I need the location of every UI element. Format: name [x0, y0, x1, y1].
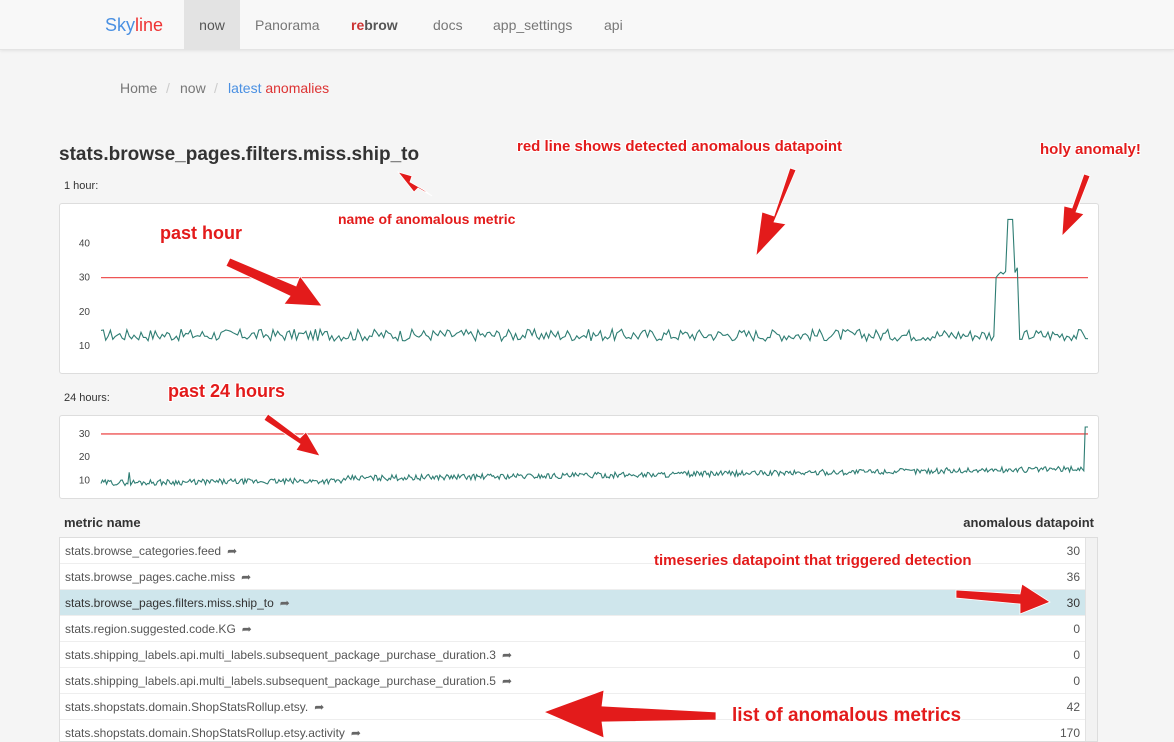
metric-name-cell[interactable]: stats.shipping_labels.api.multi_labels.s… — [65, 648, 513, 662]
share-arrow-icon[interactable]: ➦ — [501, 674, 513, 688]
metric-name-cell[interactable]: stats.browse_pages.filters.miss.ship_to ➦ — [65, 596, 290, 610]
annotation-metric-name: name of anomalous metric — [338, 211, 516, 227]
anomalous-value-cell: 0 — [1073, 674, 1080, 688]
series-line — [100, 218, 1089, 343]
rebrow-text-brow: brow — [364, 17, 398, 33]
table-row[interactable]: stats.shopstats.domain.ShopStatsRollup.e… — [60, 720, 1086, 741]
metric-name-cell[interactable]: stats.region.suggested.code.KG ➦ — [65, 622, 252, 636]
nav-tab-rebrow[interactable]: rebrow — [336, 0, 413, 50]
metric-name-cell[interactable]: stats.browse_categories.feed ➦ — [65, 544, 238, 558]
share-arrow-icon[interactable]: ➦ — [241, 570, 252, 584]
table-row[interactable]: stats.browse_pages.cache.miss ➦ 36 — [60, 564, 1086, 590]
share-arrow-icon[interactable]: ➦ — [314, 700, 325, 714]
annotation-list: list of anomalous metrics — [732, 705, 962, 726]
nav-tab-docs[interactable]: docs — [433, 17, 463, 33]
metric-title: stats.browse_pages.filters.miss.ship_to — [59, 144, 420, 165]
breadcrumb-current-a: latest — [228, 80, 262, 96]
breadcrumb-now[interactable]: now — [180, 80, 206, 96]
y-tick-label: 30 — [79, 429, 91, 440]
y-tick-label: 20 — [79, 307, 91, 318]
anomalous-value-cell: 30 — [1066, 596, 1080, 610]
chart-24h-svg: 30 20 10 — [79, 426, 1088, 487]
share-arrow-icon[interactable]: ➦ — [241, 622, 252, 636]
breadcrumb-current: latest anomalies — [228, 80, 329, 96]
column-header-metric-name[interactable]: metric name — [64, 515, 141, 530]
table-row[interactable]: stats.browse_pages.filters.miss.ship_to ➦… — [60, 590, 1086, 616]
nav-tab-now[interactable]: now — [184, 0, 240, 50]
annotation-past-24h: past 24 hours — [168, 381, 286, 401]
nav-tab-app-settings[interactable]: app_settings — [493, 17, 573, 33]
nav-tab-panorama[interactable]: Panorama — [255, 17, 320, 33]
arrow-to-title — [396, 171, 433, 197]
anomalous-value-cell: 0 — [1073, 622, 1080, 636]
chart-24h-label: 24 hours: — [64, 392, 110, 404]
y-tick-label: 10 — [79, 341, 91, 352]
table-scrollbar[interactable] — [1085, 538, 1097, 741]
y-tick-label: 30 — [79, 273, 91, 284]
y-tick-label: 10 — [79, 475, 91, 486]
anomalies-table: stats.shopstats.domain.ShopStatsRollup.e… — [59, 537, 1098, 742]
annotation-past-hour: past hour — [160, 223, 243, 243]
top-navbar: Skyline now Panorama rebrow docs app_set… — [0, 0, 1174, 50]
metric-name-cell[interactable]: stats.shopstats.domain.ShopStatsRollup.e… — [65, 726, 361, 740]
breadcrumb-home[interactable]: Home — [120, 80, 158, 96]
anomalous-value-cell: 170 — [1059, 726, 1080, 740]
column-header-anomalous-datapoint[interactable]: anomalous datapoint — [963, 515, 1094, 530]
table-row[interactable]: stats.region.suggested.code.KG ➦ 0 — [60, 616, 1086, 642]
brand-text-line: line — [135, 15, 164, 35]
brand-logo[interactable]: Skyline — [105, 15, 163, 36]
annotation-timeseries: timeseries datapoint that triggered dete… — [654, 552, 972, 569]
metric-name-cell[interactable]: stats.browse_pages.cache.miss ➦ — [65, 570, 252, 584]
share-arrow-icon[interactable]: ➦ — [501, 648, 513, 662]
anomalous-value-cell: 30 — [1066, 544, 1080, 558]
table-row[interactable]: stats.shipping_labels.api.multi_labels.s… — [60, 642, 1086, 668]
nav-tab-api[interactable]: api — [604, 17, 623, 33]
rebrow-text-re: re — [351, 17, 365, 33]
y-tick-label: 20 — [79, 452, 91, 463]
anomalous-value-cell: 0 — [1073, 648, 1080, 662]
chart-24h-panel: 30 20 10 — [59, 415, 1099, 499]
y-tick-label: 40 — [79, 238, 91, 249]
share-arrow-icon[interactable]: ➦ — [279, 596, 290, 610]
share-arrow-icon[interactable]: ➦ — [350, 726, 361, 740]
table-row[interactable]: stats.shipping_labels.api.multi_labels.s… — [60, 668, 1086, 694]
metric-name-cell[interactable]: stats.shipping_labels.api.multi_labels.s… — [65, 674, 513, 688]
anomalous-value-cell: 42 — [1066, 700, 1080, 714]
annotation-holy-anomaly: holy anomaly! — [1040, 141, 1141, 158]
anomalous-value-cell: 36 — [1066, 570, 1080, 584]
series-line — [100, 426, 1088, 487]
breadcrumb-separator: / — [214, 80, 218, 96]
annotation-red-line: red line shows detected anomalous datapo… — [517, 138, 843, 155]
table-row[interactable]: stats.browse_categories.feed ➦ 30 — [60, 538, 1086, 564]
breadcrumb-current-b: anomalies — [265, 80, 330, 96]
metric-name-cell[interactable]: stats.shopstats.domain.ShopStatsRollup.e… — [65, 700, 325, 714]
brand-text-sky: Sky — [105, 15, 136, 35]
share-arrow-icon[interactable]: ➦ — [227, 544, 238, 558]
breadcrumb-separator: / — [166, 80, 170, 96]
chart-1h-label: 1 hour: — [64, 180, 99, 192]
